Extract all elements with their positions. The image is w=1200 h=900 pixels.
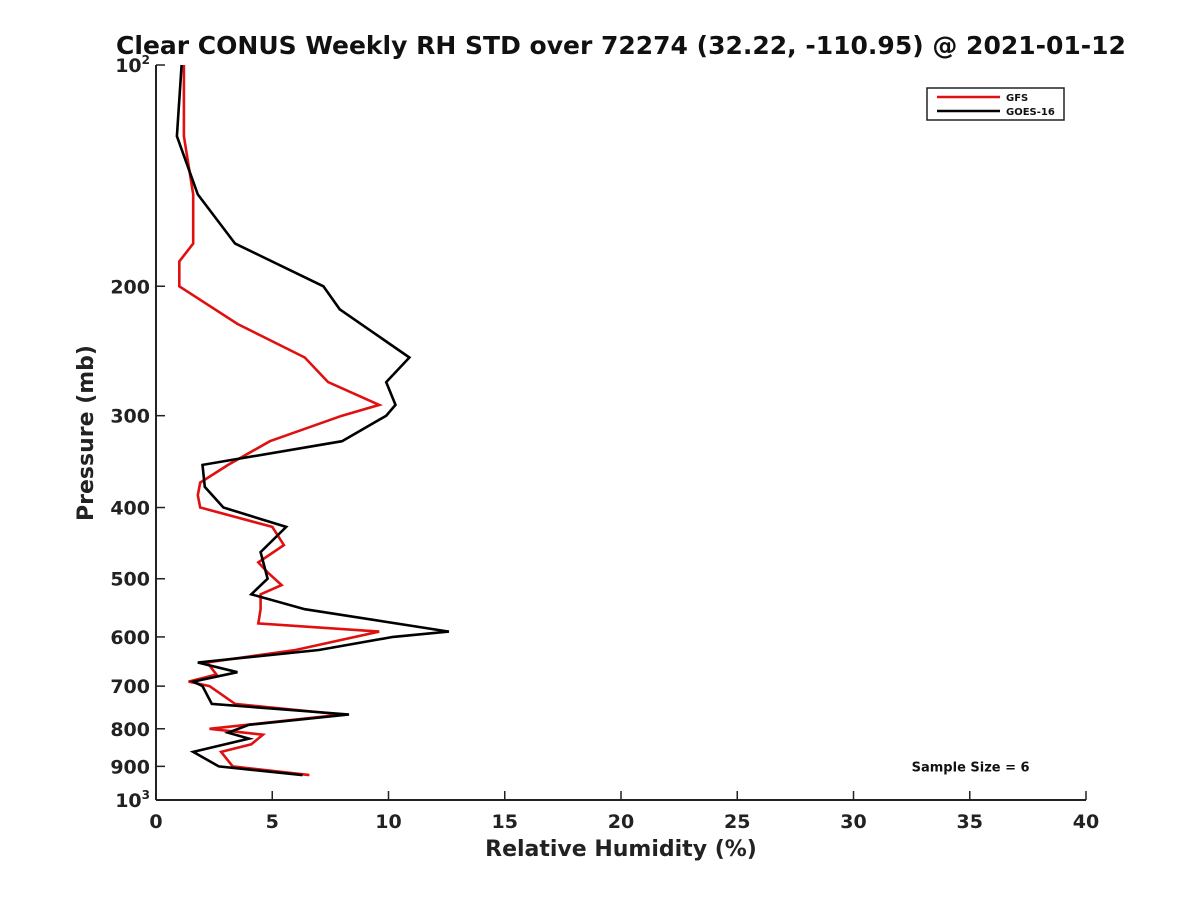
x-tick-label: 35 (957, 811, 983, 833)
y-tick-label: 200 (110, 276, 150, 298)
x-tick-label: 40 (1073, 811, 1099, 833)
y-tick-label: 300 (110, 406, 150, 428)
y-axis-label: Pressure (mb) (74, 345, 99, 521)
x-axis-ticks: 0 5 10 15 20 25 30 35 40 (149, 791, 1099, 833)
legend-box (926, 87, 1065, 121)
x-tick-label: 0 (149, 811, 162, 833)
y-tick-label: 900 (110, 756, 150, 778)
y-tick-label: 600 (110, 627, 150, 649)
y-tick-label: 400 (110, 498, 150, 520)
x-tick-label: 15 (492, 811, 518, 833)
sample-size-annotation: Sample Size = 6 (912, 760, 1030, 775)
legend-label-gfs: GFS (1006, 93, 1028, 104)
y-tick-label: 800 (110, 719, 150, 741)
x-tick-label: 20 (608, 811, 634, 833)
y-axis-ticks: 102 200 300 400 500 600 700 800 900 103 (110, 53, 165, 812)
x-tick-label: 5 (266, 811, 279, 833)
series-line-gfs (178, 65, 383, 777)
y-tick-label: 103 (115, 788, 150, 812)
chart-title: Clear CONUS Weekly RH STD over 72274 (32… (116, 31, 1126, 60)
x-axis-label: Relative Humidity (%) (485, 837, 757, 862)
y-tick-label: 700 (110, 676, 150, 698)
series-layer (175, 64, 450, 777)
legend: GFS GOES-16 (926, 87, 1065, 121)
series-line-goes16 (175, 64, 450, 777)
x-tick-label: 30 (840, 811, 866, 833)
x-tick-label: 10 (375, 811, 401, 833)
x-tick-label: 25 (724, 811, 750, 833)
y-tick-label: 102 (115, 53, 150, 77)
legend-label-goes16: GOES-16 (1006, 107, 1055, 118)
y-tick-label: 500 (110, 569, 150, 591)
